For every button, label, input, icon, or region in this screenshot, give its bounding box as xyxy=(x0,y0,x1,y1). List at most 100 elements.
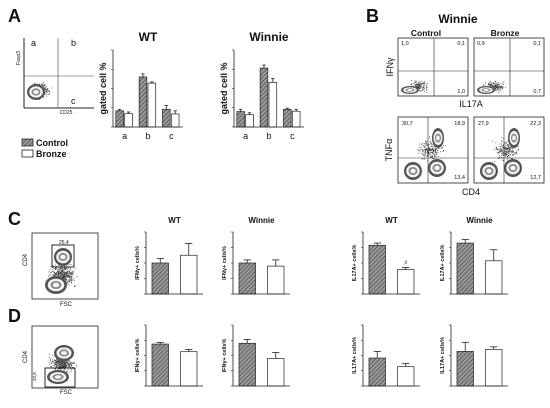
dot xyxy=(48,93,50,95)
dot xyxy=(495,81,497,83)
dot xyxy=(67,366,69,367)
dot xyxy=(41,85,43,87)
dot xyxy=(502,155,504,157)
dot xyxy=(52,270,54,272)
y-axis-label: gated cell % xyxy=(98,62,108,114)
dot xyxy=(506,159,508,161)
dot xyxy=(417,82,419,84)
dot xyxy=(39,99,41,101)
dot xyxy=(53,275,54,277)
dot xyxy=(60,360,62,362)
dot xyxy=(416,86,418,88)
dot xyxy=(55,363,57,365)
dot xyxy=(442,150,444,152)
dot xyxy=(60,368,62,369)
dot xyxy=(49,272,51,274)
dot xyxy=(64,275,65,277)
dot xyxy=(426,155,428,157)
dot xyxy=(67,275,69,277)
dot xyxy=(57,361,59,363)
dot xyxy=(69,273,71,275)
dot xyxy=(420,84,422,85)
dot xyxy=(424,153,426,155)
dot xyxy=(422,150,424,152)
dot xyxy=(432,150,434,152)
dot xyxy=(428,147,430,149)
dot xyxy=(60,365,62,367)
dot xyxy=(429,148,431,150)
chart-d-il17-winnie: IL17A+ cells% xyxy=(440,324,508,387)
panel-letter-c: C xyxy=(8,209,21,229)
dot xyxy=(66,279,68,281)
dot xyxy=(70,368,72,370)
dot xyxy=(63,361,65,363)
dot xyxy=(500,155,502,156)
dot xyxy=(497,84,499,85)
dot xyxy=(58,365,59,367)
dot xyxy=(58,368,60,370)
dot xyxy=(419,90,421,91)
dot xyxy=(496,88,498,90)
dot xyxy=(495,86,497,88)
dot xyxy=(71,272,73,274)
dot xyxy=(58,361,60,363)
dot xyxy=(502,152,504,154)
dot xyxy=(426,150,428,151)
dot xyxy=(507,157,509,159)
dot xyxy=(46,85,48,87)
population-blob xyxy=(512,135,516,141)
bar xyxy=(245,114,254,128)
dot xyxy=(514,152,516,154)
dot xyxy=(508,155,510,157)
bar xyxy=(138,76,148,128)
x-tick-label: c xyxy=(290,131,295,141)
dot xyxy=(504,154,505,156)
dot xyxy=(433,147,435,149)
dot xyxy=(483,83,485,85)
dot xyxy=(421,158,423,160)
dot xyxy=(434,148,436,150)
dot xyxy=(65,367,67,368)
dot xyxy=(62,272,64,274)
dot xyxy=(502,153,504,155)
dot xyxy=(501,87,503,89)
dot xyxy=(508,147,509,149)
dot xyxy=(49,357,51,359)
dot xyxy=(512,147,514,149)
dot xyxy=(507,148,509,150)
dot xyxy=(423,82,425,84)
dot xyxy=(504,152,506,154)
dot xyxy=(52,269,54,270)
dot xyxy=(67,369,69,371)
dot xyxy=(432,158,434,159)
dot xyxy=(59,275,61,277)
dot xyxy=(71,364,72,366)
dot xyxy=(419,85,421,86)
dot xyxy=(517,146,519,147)
dot xyxy=(441,148,443,149)
dot xyxy=(50,272,52,274)
dot xyxy=(67,362,69,364)
panel-c-gate xyxy=(51,244,75,268)
dot xyxy=(65,278,67,280)
dot xyxy=(495,89,496,91)
dot xyxy=(56,359,57,360)
dot xyxy=(65,364,67,365)
dot xyxy=(42,84,44,86)
dot xyxy=(417,83,419,85)
dot xyxy=(65,278,67,280)
dot xyxy=(499,151,501,153)
dot xyxy=(498,89,499,91)
dot xyxy=(431,145,432,147)
dot xyxy=(485,82,487,84)
dot xyxy=(431,151,433,153)
dot xyxy=(423,152,425,154)
dot xyxy=(421,82,422,84)
chart-title: WT xyxy=(139,30,158,44)
dot xyxy=(488,84,490,86)
dot xyxy=(505,154,507,155)
dot xyxy=(498,90,500,92)
dot xyxy=(502,87,504,89)
dot xyxy=(501,150,503,151)
dot xyxy=(490,81,491,83)
